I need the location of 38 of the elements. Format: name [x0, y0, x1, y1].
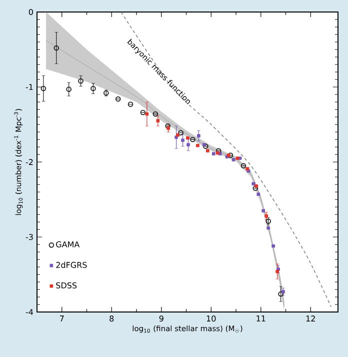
- point: [190, 136, 196, 142]
- point: [128, 102, 134, 107]
- point: [165, 123, 170, 129]
- y-tick-label: -4: [26, 309, 34, 315]
- point: [186, 143, 190, 146]
- point: [145, 112, 149, 116]
- point: [115, 96, 121, 102]
- point: [276, 270, 279, 274]
- point: [156, 119, 160, 122]
- y-tick-label: -1: [26, 84, 33, 90]
- x-tick-label: 10: [206, 316, 216, 322]
- point: [174, 136, 178, 139]
- y-tick-label: 0: [28, 8, 33, 16]
- x-tick-label: 7: [60, 316, 64, 322]
- y-tick-label: -2: [26, 159, 33, 165]
- legend-label: 2dFGRS: [56, 262, 87, 268]
- point: [264, 214, 268, 218]
- point: [197, 134, 200, 138]
- point: [181, 138, 184, 142]
- point: [276, 268, 280, 271]
- point: [252, 186, 258, 191]
- point: [140, 110, 146, 116]
- point: [203, 144, 208, 149]
- x-tick-label: 11: [256, 316, 266, 322]
- y-tick-label: -3: [26, 234, 33, 240]
- point: [228, 152, 234, 158]
- point: [166, 126, 170, 130]
- x-tick-label: 12: [306, 316, 315, 322]
- line-series: [120, 12, 332, 308]
- legend-label: GAMA: [56, 241, 80, 248]
- x-tick-label: 9: [159, 316, 164, 322]
- point: [282, 290, 285, 294]
- point: [90, 86, 96, 92]
- x-tick-label: 8: [110, 316, 114, 322]
- point: [266, 218, 271, 224]
- point: [78, 78, 84, 84]
- point: [240, 163, 246, 168]
- legend-label: SDSS: [56, 282, 77, 288]
